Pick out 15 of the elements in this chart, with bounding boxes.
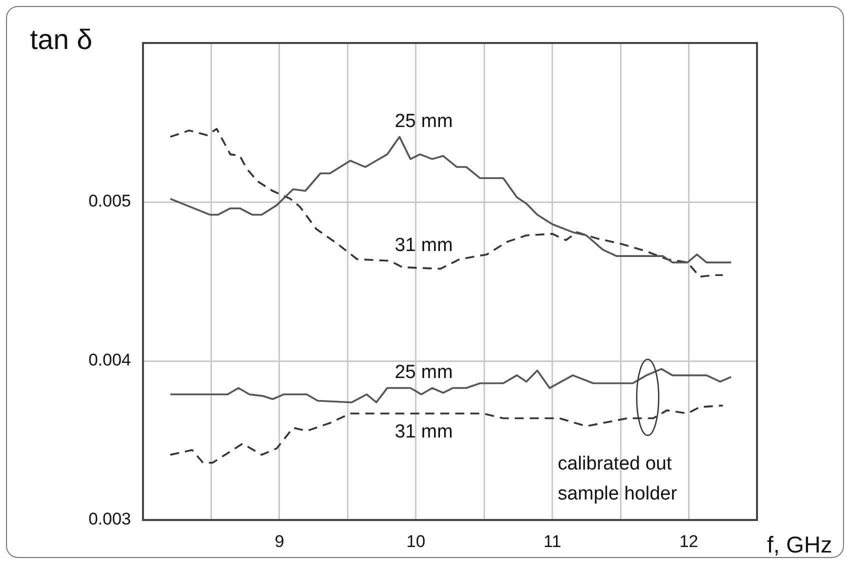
series-label: 31 mm (394, 421, 453, 442)
y-tick-label: 0.005 (88, 192, 131, 211)
series-label: 31 mm (394, 234, 453, 256)
x-tick-label: 10 (406, 532, 426, 551)
x-tick-label: 12 (679, 532, 698, 551)
x-tick-label: 11 (544, 532, 562, 551)
series-label: 25 mm (394, 362, 453, 384)
line-series (169, 128, 724, 278)
y-tick-label: 0.003 (88, 510, 131, 529)
x-axis-title: f, GHz (767, 531, 832, 558)
x-tick-label: 9 (274, 532, 284, 551)
annotation: calibrated out sample holder (558, 453, 678, 504)
y-axis-title: tan δ (30, 24, 92, 55)
series-label: 25 mm (394, 110, 453, 132)
y-tick-label: 0.004 (88, 350, 131, 370)
